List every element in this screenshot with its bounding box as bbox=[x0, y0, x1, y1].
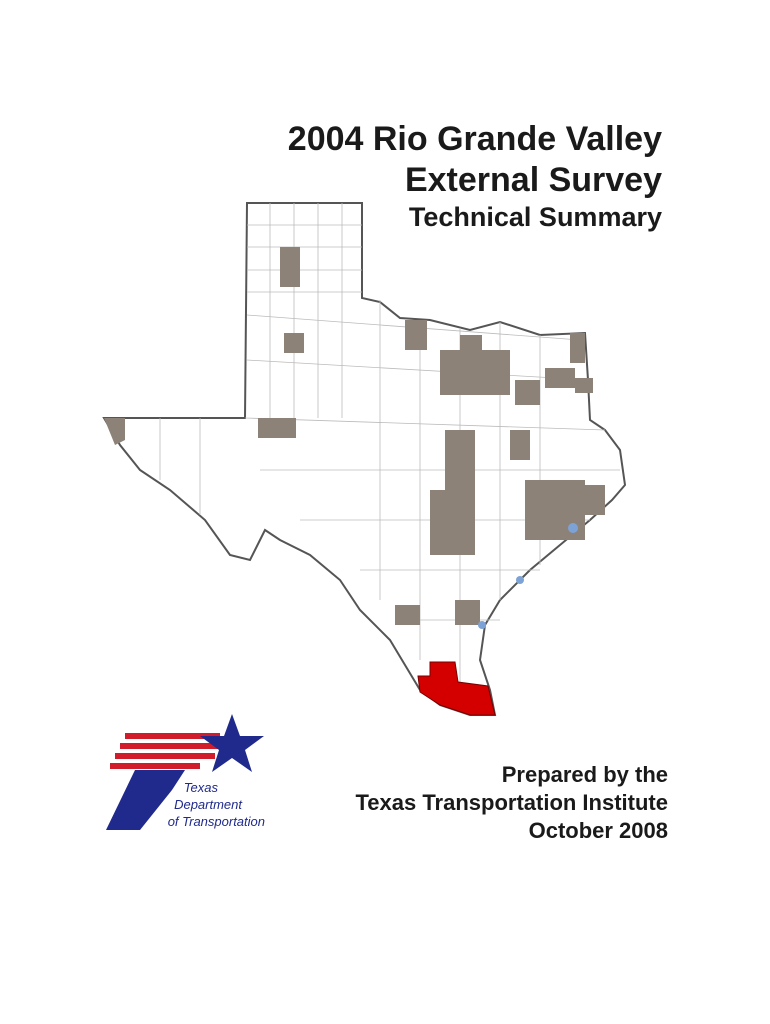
txdot-logo: Texas Department of Transportation bbox=[106, 714, 265, 830]
logo-stripes bbox=[110, 733, 220, 769]
prepared-text: October 2008 bbox=[529, 818, 668, 843]
rio-grande-valley-region bbox=[417, 661, 496, 716]
title: 2004 Rio Grande Valley bbox=[288, 120, 662, 158]
logo-star bbox=[200, 714, 264, 772]
title: External Survey bbox=[405, 161, 662, 199]
subtitle: Technical Summary bbox=[409, 202, 662, 232]
logo-text: Texas bbox=[184, 780, 219, 795]
logo-text: of Transportation bbox=[168, 814, 265, 829]
lakes bbox=[478, 523, 578, 629]
texas-map bbox=[102, 202, 627, 716]
logo-text: Department bbox=[174, 797, 243, 812]
prepared-text: Prepared by the bbox=[502, 762, 668, 787]
prepared-text: Texas Transportation Institute bbox=[355, 790, 668, 815]
surveyed-counties bbox=[104, 247, 605, 625]
logo-t bbox=[106, 770, 185, 830]
